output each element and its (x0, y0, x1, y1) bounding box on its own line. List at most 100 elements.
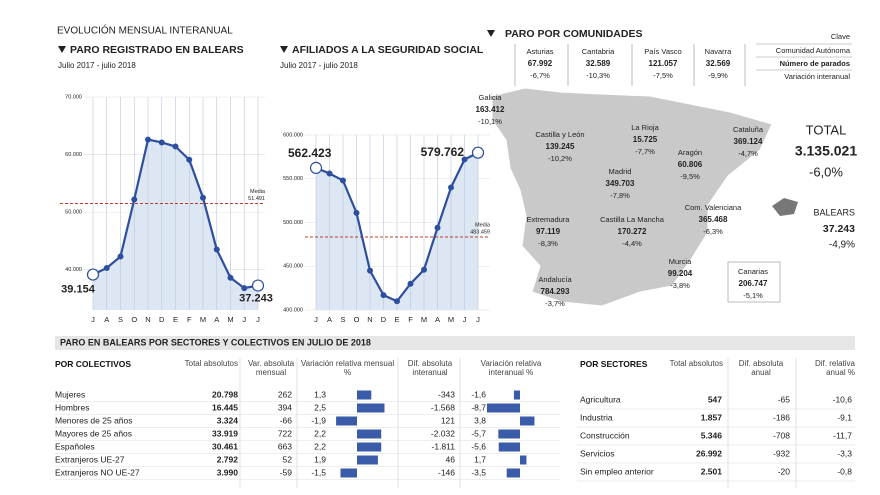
bar (357, 429, 382, 439)
region-value: 32.589 (586, 59, 611, 68)
bar (506, 468, 520, 478)
cell: -66 (280, 415, 293, 425)
region-value: 32.569 (706, 59, 731, 68)
reference-label: Media (250, 189, 266, 195)
point (251, 279, 265, 292)
cell: -8,7 (471, 402, 486, 412)
region-name: Andalucía (538, 275, 572, 284)
x-tick-label: N (145, 315, 150, 324)
region-name: Aragón (678, 148, 702, 157)
balears-map (772, 198, 798, 216)
y-tick-label: 60.000 (65, 152, 82, 158)
x-tick-label: J (314, 315, 318, 324)
cell: 121 (441, 415, 455, 425)
cell: -65 (778, 394, 791, 404)
cell: -932 (773, 448, 790, 458)
cell: -2.032 (431, 428, 455, 438)
column-header: Variación relativa mensual % (300, 359, 395, 377)
cell: -1,9 (311, 415, 326, 425)
region-change: -9,5% (680, 172, 700, 181)
row-label: Extranjeros NO UE-27 (55, 467, 140, 477)
point (309, 161, 323, 174)
reference-value: 51.491 (248, 196, 265, 202)
cell: -59 (280, 467, 293, 477)
x-tick-label: F (408, 315, 413, 324)
x-tick-label: N (367, 315, 372, 324)
point (145, 136, 152, 143)
row-label: Hombres (55, 402, 89, 412)
x-tick-label: J (256, 315, 260, 324)
cell: -186 (773, 412, 790, 422)
point (186, 156, 193, 163)
x-tick-label: M (227, 315, 233, 324)
cell: -1.568 (431, 402, 455, 412)
region-change: -6,3% (703, 227, 723, 236)
chart-subtitle: Julio 2017 - julio 2018 (280, 61, 358, 70)
region-name: Galicia (479, 93, 503, 102)
bar (520, 416, 535, 426)
region-change: -10,3% (586, 71, 610, 80)
region-name: País Vasco (644, 47, 681, 56)
y-tick-label: 500.000 (283, 220, 303, 226)
key-title: Clave (831, 32, 850, 41)
x-tick-label: A (327, 315, 332, 324)
point (340, 177, 347, 184)
reference-label: Media (475, 222, 491, 228)
x-tick-label: A (214, 315, 219, 324)
region-name: Madrid (609, 167, 632, 176)
point (131, 196, 138, 203)
region-value: 163.412 (476, 105, 505, 114)
bar (336, 416, 357, 426)
triangle-icon (487, 30, 495, 37)
x-tick-label: O (354, 315, 360, 324)
region-name: La Rioja (631, 123, 659, 132)
region-name: Castilla La Mancha (600, 215, 665, 224)
row-label: Mayores de 25 años (55, 428, 132, 438)
cell: -9,1 (837, 412, 852, 422)
region-value: 206.747 (739, 279, 768, 288)
column-header: Total absolutos (669, 359, 723, 368)
cell: 46 (446, 454, 456, 464)
region-change: -5,1% (743, 291, 763, 300)
row-label: Españoles (55, 441, 95, 451)
point (367, 267, 374, 274)
cell: 3.990 (217, 467, 239, 477)
region-name: Asturias (526, 47, 553, 56)
cell: -1.811 (432, 441, 456, 451)
balears-change: -4,9% (829, 240, 855, 251)
x-tick-label: M (200, 315, 206, 324)
value-label: 562.423 (288, 146, 332, 160)
bar (357, 403, 385, 413)
column-header: Dif. relativa anual % (814, 359, 855, 377)
y-tick-label: 550.000 (283, 176, 303, 182)
region-change: -8,3% (538, 239, 558, 248)
point (407, 280, 414, 287)
point (353, 209, 360, 216)
region-change: -10,2% (548, 154, 572, 163)
point (326, 170, 333, 177)
x-tick-label: E (173, 315, 178, 324)
x-tick-label: E (394, 315, 399, 324)
point (86, 268, 100, 281)
x-tick-label: O (131, 315, 137, 324)
chart-title: AFILIADOS A LA SEGURIDAD SOCIAL (292, 44, 484, 56)
point (241, 285, 248, 292)
region-value: 784.293 (541, 287, 570, 296)
region-value: 365.468 (699, 215, 728, 224)
canarias-box (727, 261, 781, 303)
table-heading: POR SECTORES (580, 359, 648, 369)
row-label: Construcción (580, 430, 630, 440)
point (158, 139, 165, 146)
bar (357, 455, 378, 465)
bar (520, 455, 527, 465)
column-header: Dif. absoluta interanual (407, 359, 453, 377)
x-tick-label: S (118, 315, 123, 324)
region-value: 349.703 (606, 179, 635, 188)
cell: 394 (278, 402, 292, 412)
region-value: 369.124 (734, 137, 763, 146)
cell: 3,8 (474, 415, 486, 425)
cell: 2,2 (314, 441, 326, 451)
point (461, 156, 468, 163)
cell: 20.798 (212, 389, 238, 399)
y-tick-label: 600.000 (283, 132, 303, 138)
